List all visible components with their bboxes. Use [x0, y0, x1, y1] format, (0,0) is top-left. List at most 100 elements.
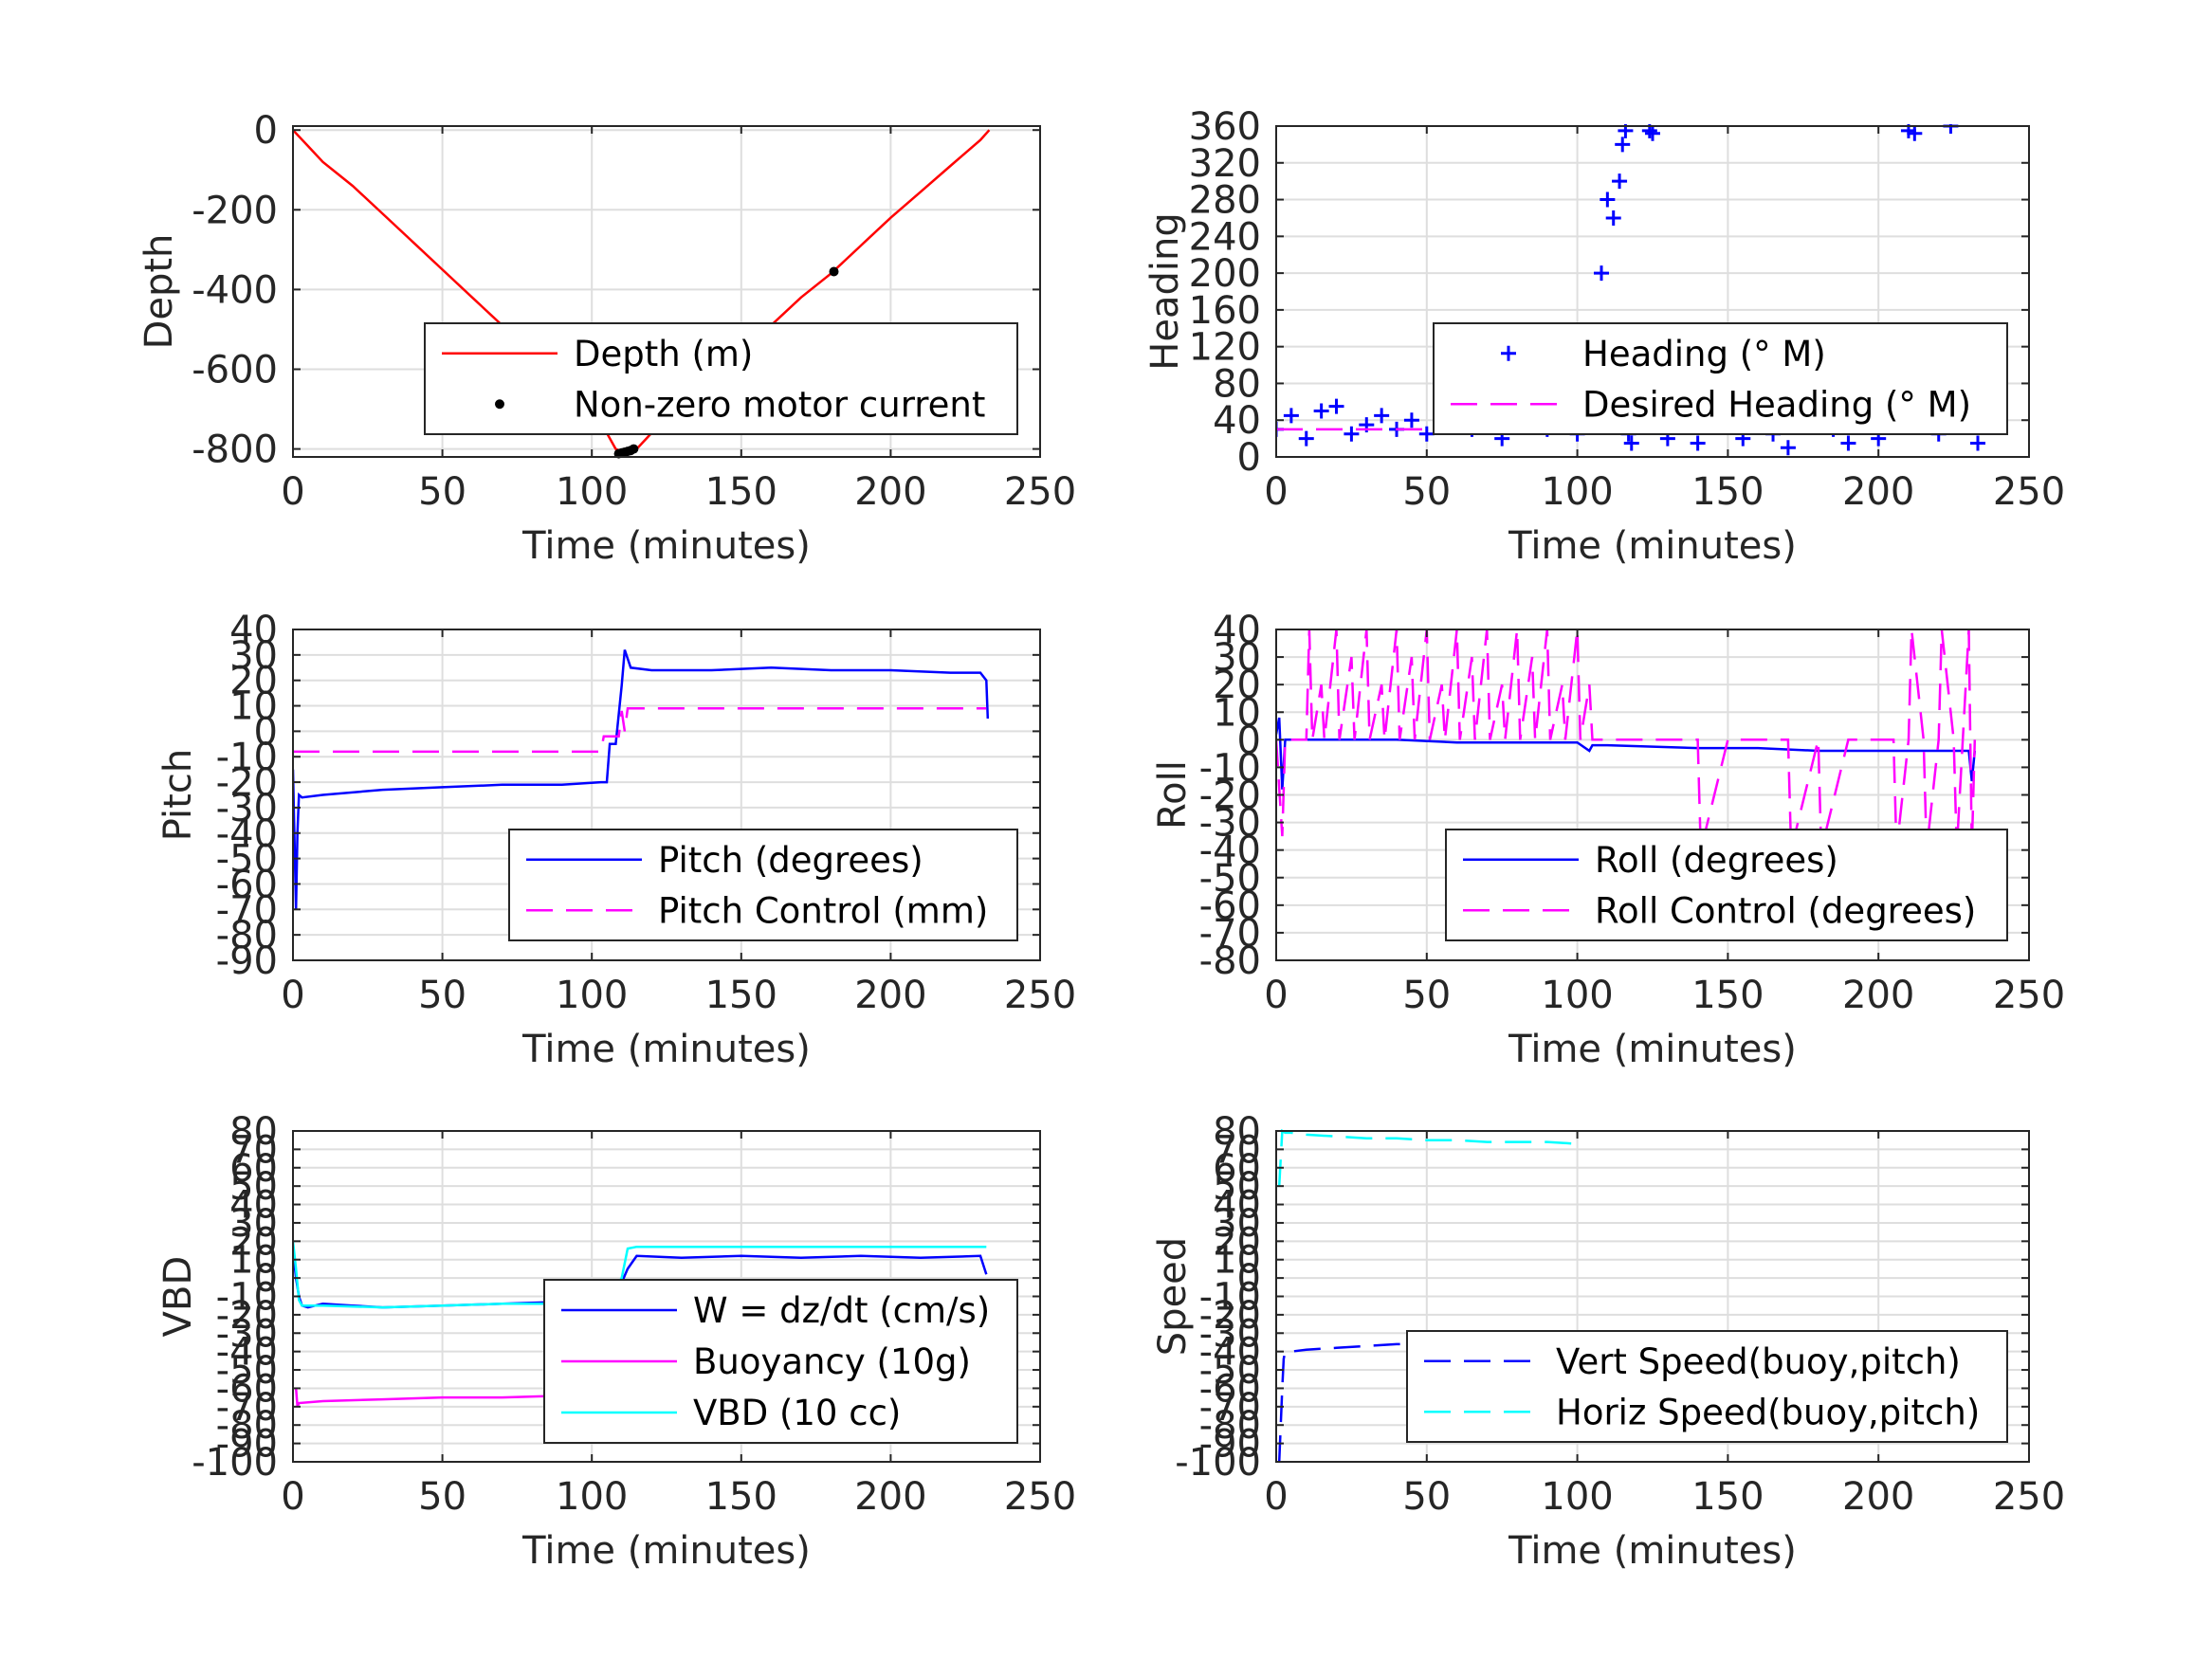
x-tick-label: 50	[418, 1475, 466, 1519]
y-tick-label: 280	[1189, 179, 1261, 223]
data-point	[1970, 435, 1986, 451]
y-tick-label: -40	[216, 1331, 278, 1375]
x-axis-label: Time (minutes)	[1508, 524, 1797, 568]
x-tick-label: 250	[1004, 470, 1076, 514]
y-tick-label: 70	[229, 1128, 278, 1172]
legend-box	[1406, 1330, 2008, 1443]
series-line-2	[293, 706, 987, 754]
y-tick-label: 20	[1213, 1220, 1261, 1264]
y-tick-label: -800	[192, 428, 278, 472]
x-tick-label: 250	[1004, 1475, 1076, 1519]
x-tick-label: 100	[1541, 1475, 1613, 1519]
y-tick-label: -50	[216, 1349, 278, 1393]
y-tick-label: 50	[1213, 1165, 1261, 1209]
axes-frame	[292, 125, 1041, 458]
legend-entry-label: Heading (° M)	[1582, 334, 1826, 374]
x-tick-label: 200	[854, 470, 926, 514]
legend-box	[1445, 829, 2008, 941]
y-tick-label: 40	[1213, 609, 1261, 652]
y-tick-label: 10	[1213, 1239, 1261, 1283]
x-tick-label: 150	[705, 974, 777, 1017]
y-tick-label: -20	[1199, 775, 1261, 818]
legend-entry-label: VBD (10 cc)	[693, 1393, 901, 1433]
x-tick-label: 200	[1842, 974, 1914, 1017]
y-tick-label: 50	[229, 1165, 278, 1209]
legend: W = dz/dt (cm/s) Buoyancy (10g) VBD (10 cc…	[543, 1279, 1018, 1444]
data-point	[1690, 435, 1706, 451]
y-tick-label: -70	[1199, 912, 1261, 956]
x-tick-label: 0	[281, 974, 304, 1017]
y-tick-label: 0	[1237, 436, 1261, 480]
chart-roll: 0 50 100 150 200 250403020100-10-20-30-40-50-…	[1151, 609, 2065, 1071]
axes-frame	[292, 629, 1041, 961]
legend-entry-label: Roll Control (degrees)	[1595, 890, 1976, 931]
legend-entry-label: Horiz Speed(buoy,pitch)	[1556, 1392, 1980, 1432]
y-tick-label: 70	[1213, 1128, 1261, 1172]
x-axis-label: Time (minutes)	[521, 1028, 811, 1071]
x-tick-label: 100	[556, 974, 628, 1017]
x-axis-label: Time (minutes)	[521, 524, 811, 568]
y-tick-label: 10	[229, 685, 278, 729]
y-tick-label: -90	[1199, 1423, 1261, 1467]
y-tick-label: -10	[1199, 746, 1261, 790]
legend-entry-label: Desired Heading (° M)	[1582, 384, 1971, 425]
legend-box	[1433, 322, 2008, 435]
x-tick-label: 200	[1842, 470, 1914, 514]
x-axis-label: Time (minutes)	[1508, 1529, 1797, 1573]
y-tick-label: -40	[1199, 830, 1261, 873]
y-tick-label: 80	[1213, 1110, 1261, 1154]
data-point	[1374, 408, 1390, 424]
y-tick-label: 10	[229, 1239, 278, 1283]
x-tick-label: 250	[1993, 1475, 2065, 1519]
y-tick-label: -80	[216, 1404, 278, 1448]
y-tick-label: 30	[1213, 636, 1261, 680]
y-tick-label: -80	[1199, 1404, 1261, 1448]
x-tick-label: 200	[854, 974, 926, 1017]
y-axis-label: Roll	[1151, 760, 1195, 830]
y-tick-label: -80	[1199, 939, 1261, 983]
data-point	[1418, 426, 1435, 442]
x-axis-label: Time (minutes)	[521, 1529, 811, 1573]
y-tick-label: 0	[254, 109, 278, 153]
y-axis-label: Speed	[1151, 1237, 1195, 1356]
y-tick-label: -100	[192, 1441, 278, 1485]
y-tick-label: 40	[1213, 1184, 1261, 1228]
series-group	[293, 649, 990, 910]
chart-depth: 0 50 100 150 200 250 0 -200 -400 -600 -800 Time (mi…	[137, 109, 1076, 568]
y-tick-label: -90	[216, 939, 278, 983]
y-tick-label: 60	[1213, 1147, 1261, 1191]
x-tick-label: 50	[418, 974, 466, 1017]
data-point	[629, 444, 639, 454]
data-point	[1403, 412, 1419, 428]
y-tick-label: 20	[1213, 664, 1261, 707]
data-point	[1283, 408, 1299, 424]
x-axis-label: Time (minutes)	[1508, 1028, 1797, 1071]
x-tick-label: 150	[705, 1475, 777, 1519]
chart-heading: 0 50 100 150 200 2500408012016020024028032036…	[1143, 105, 2065, 568]
legend-box	[424, 322, 1018, 435]
y-tick-label: 40	[229, 1184, 278, 1228]
y-tick-label: -100	[1175, 1441, 1261, 1485]
y-tick-label: -70	[216, 888, 278, 932]
y-tick-label: 0	[254, 710, 278, 754]
data-point	[1313, 403, 1329, 419]
y-tick-label: -90	[216, 1423, 278, 1467]
y-tick-label: 40	[229, 609, 278, 652]
y-tick-label: -60	[1199, 1367, 1261, 1411]
x-tick-label: 100	[1541, 470, 1613, 514]
y-tick-label: 0	[254, 1257, 278, 1301]
x-tick-label: 100	[556, 1475, 628, 1519]
x-tick-label: 150	[1691, 974, 1764, 1017]
y-tick-label: -40	[216, 812, 278, 856]
legend-box	[508, 829, 1018, 941]
y-tick-label: -50	[216, 838, 278, 882]
y-tick-label: -70	[216, 1386, 278, 1430]
data-point	[1594, 265, 1610, 282]
axes-frame	[1275, 125, 2030, 458]
y-tick-label: -400	[192, 268, 278, 312]
data-point	[1780, 440, 1796, 456]
y-tick-label: 30	[229, 1202, 278, 1246]
y-tick-label: 0	[1237, 1257, 1261, 1301]
x-tick-label: 100	[1541, 974, 1613, 1017]
x-tick-label: 50	[1402, 974, 1451, 1017]
